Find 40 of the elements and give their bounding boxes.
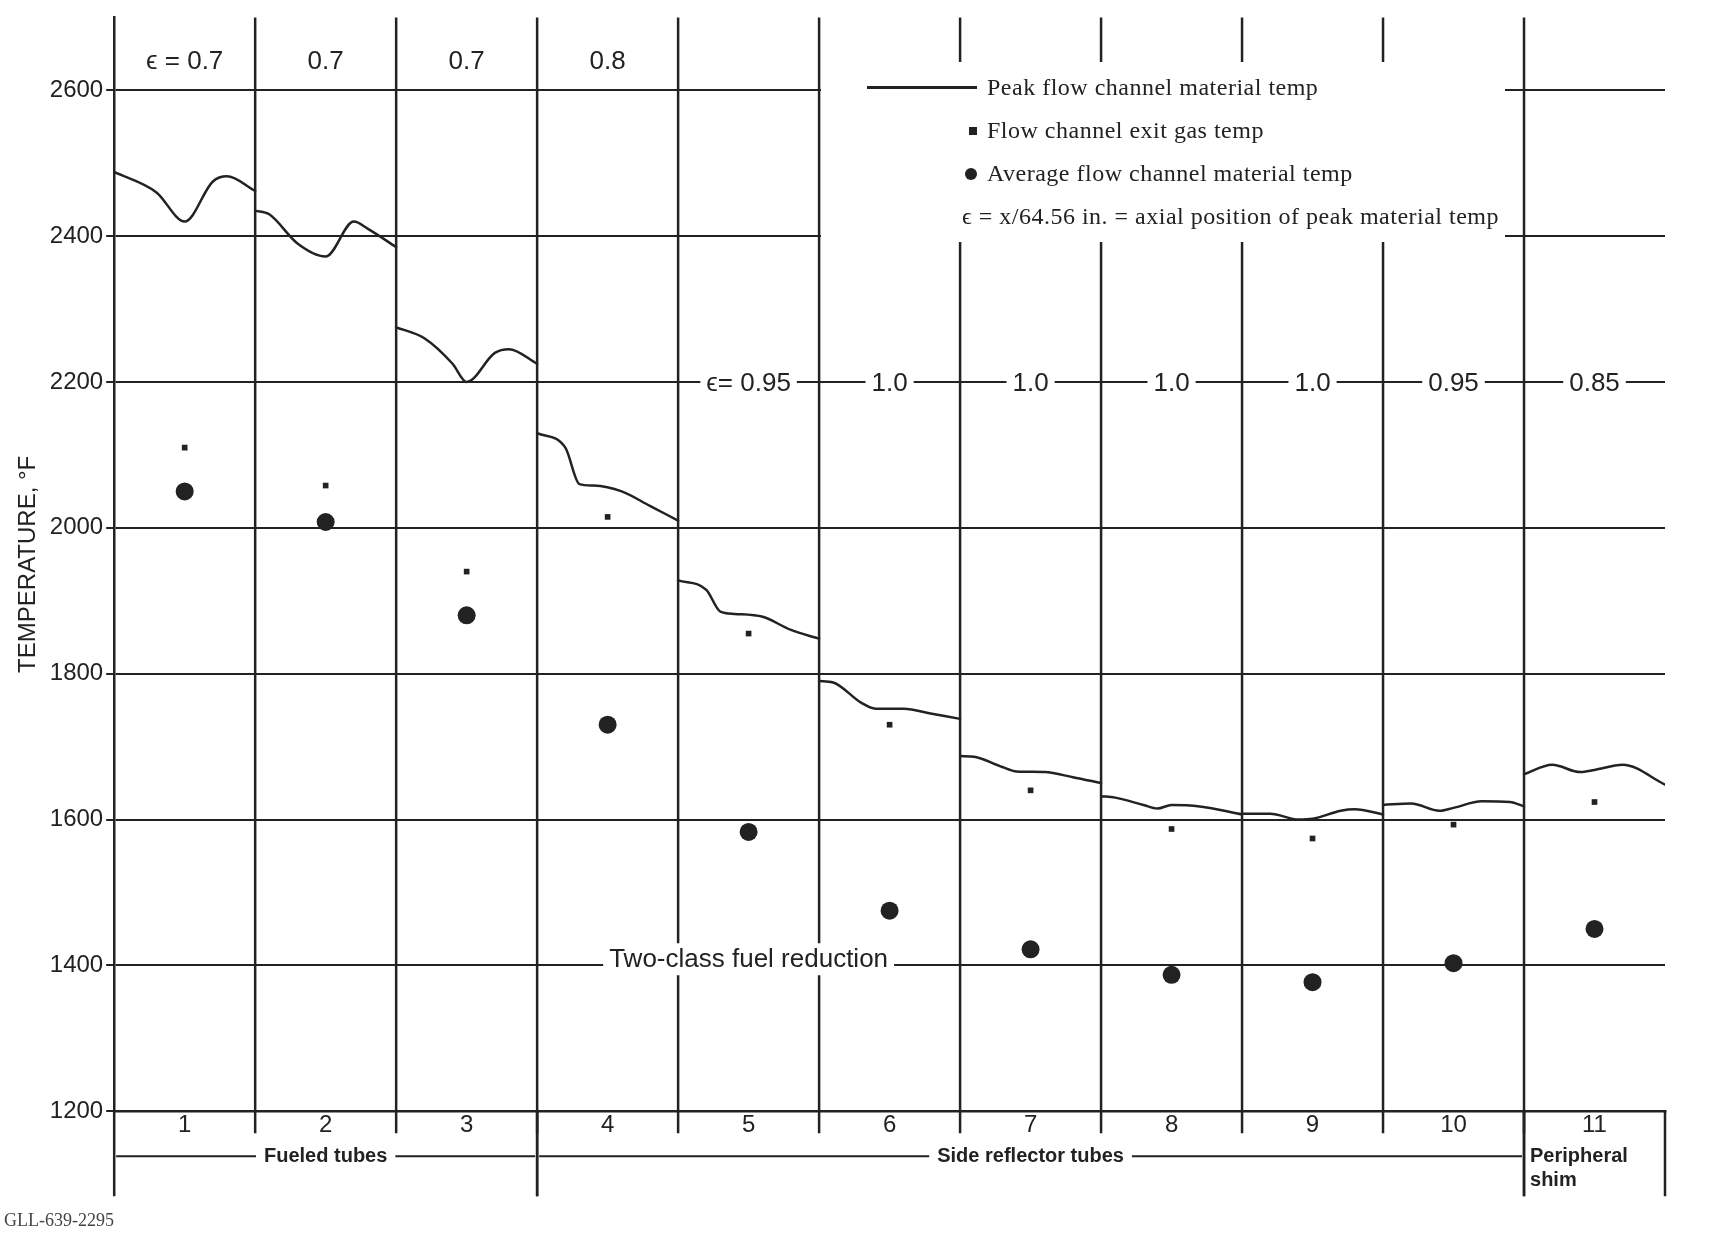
y-axis-title: TEMPERATURE, °F — [13, 455, 41, 673]
legend-label: Flow channel exit gas temp — [986, 117, 1264, 144]
x-tick-label: 7 — [1023, 1110, 1038, 1138]
annotation: ϵ = 0.7 — [146, 44, 224, 75]
x-tick-label: 9 — [1305, 1110, 1320, 1138]
x-tick-label: 5 — [741, 1110, 756, 1138]
annotation: ϵ= 0.95 — [706, 366, 791, 397]
y-tick-label: 2400 — [49, 220, 104, 248]
annotation: 0.85 — [1569, 366, 1620, 397]
y-tick-label: 1200 — [49, 1095, 104, 1123]
x-tick-label: 6 — [882, 1110, 897, 1138]
annotation: 1.0 — [1012, 366, 1049, 397]
y-tick-label: 1800 — [49, 658, 104, 686]
annotation: 1.0 — [1153, 366, 1190, 397]
legend-label: Average flow channel material temp — [986, 160, 1353, 187]
text: Peripheral shim — [1530, 1143, 1628, 1190]
y-tick-label: 1600 — [49, 804, 104, 832]
y-tick-label: 1400 — [49, 949, 104, 977]
text: Side reflector tubes — [937, 1143, 1124, 1166]
x-tick-label: 2 — [318, 1110, 333, 1138]
annotation: 1.0 — [1294, 366, 1331, 397]
annotation: 0.8 — [589, 44, 626, 75]
y-tick-label: 2000 — [49, 512, 104, 540]
annotation: 1.0 — [871, 366, 908, 397]
annotation: 0.7 — [307, 44, 344, 75]
text: Fueled tubes — [263, 1143, 388, 1166]
y-tick-label: 2200 — [49, 366, 104, 394]
legend-label: Peak flow channel material temp — [986, 74, 1319, 101]
x-tick-label: 3 — [459, 1110, 474, 1138]
text: GLL-639-2295 — [4, 1209, 114, 1230]
y-tick-label: 2600 — [49, 74, 104, 102]
annotation: 0.7 — [448, 44, 485, 75]
x-tick-label: 8 — [1164, 1110, 1179, 1138]
annotation: Two-class fuel reduction — [609, 942, 889, 973]
x-tick-label: 4 — [600, 1110, 615, 1138]
x-tick-label: 10 — [1440, 1110, 1467, 1138]
annotation: 0.95 — [1428, 366, 1479, 397]
annotation: ϵ = x/64.56 in. = axial position of peak material temp — [961, 202, 1499, 231]
x-tick-label: 11 — [1582, 1110, 1607, 1138]
x-tick-label: 1 — [178, 1110, 192, 1138]
